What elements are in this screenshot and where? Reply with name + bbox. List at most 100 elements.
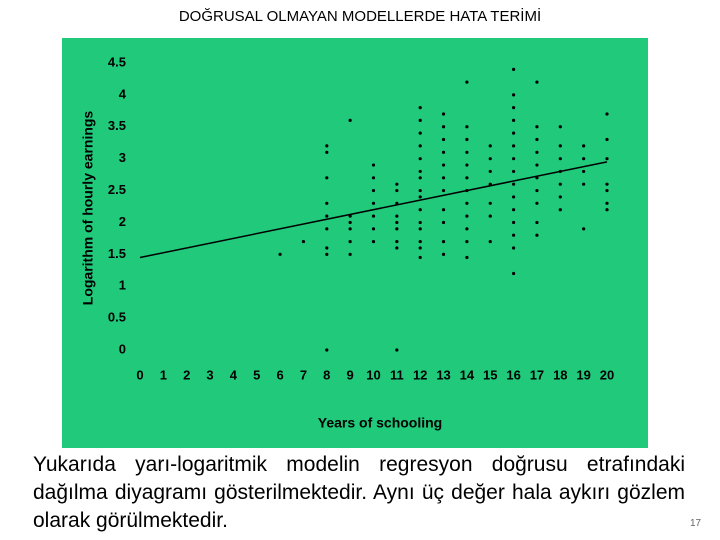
point: [418, 239, 422, 244]
point: [371, 239, 376, 244]
point: [348, 239, 352, 244]
point: [605, 201, 609, 205]
point: [441, 176, 446, 180]
point: [605, 188, 609, 193]
point: [395, 227, 399, 231]
point: [535, 80, 539, 84]
point: [582, 227, 586, 231]
point: [511, 131, 516, 135]
point: [395, 188, 399, 193]
point: [441, 137, 446, 142]
point: [325, 144, 329, 148]
point: [558, 208, 562, 212]
point: [395, 214, 399, 218]
point: [558, 157, 562, 161]
point: [465, 137, 469, 142]
y-tick-label: 0.5: [108, 310, 126, 325]
y-tick-label: 3.5: [108, 118, 126, 133]
y-tick-label: 4.5: [108, 54, 126, 69]
point: [418, 169, 422, 174]
point: [511, 233, 516, 237]
x-tick-label: 16: [506, 367, 520, 382]
point: [325, 214, 329, 218]
point: [535, 150, 539, 154]
point: [488, 239, 492, 244]
point: [325, 150, 329, 154]
point: [582, 157, 586, 161]
x-tick-label: 7: [300, 367, 307, 382]
point: [558, 169, 562, 174]
x-tick-label: 0: [136, 367, 143, 382]
x-tick-label: 17: [530, 367, 544, 382]
y-tick-label: 2: [119, 214, 126, 229]
point: [582, 144, 586, 148]
point: [371, 188, 376, 193]
point: [465, 80, 469, 84]
point: [441, 220, 446, 225]
point: [465, 176, 469, 180]
point: [465, 125, 469, 129]
page-number: 17: [690, 518, 702, 529]
point: [465, 188, 469, 193]
point: [418, 131, 422, 135]
point: [371, 227, 376, 231]
point: [582, 169, 586, 174]
point: [511, 208, 516, 212]
point: [535, 163, 539, 167]
point: [371, 201, 376, 205]
x-tick-label: 15: [483, 367, 497, 382]
point: [348, 118, 352, 122]
plot-background: [62, 38, 648, 448]
point: [582, 182, 586, 186]
point: [465, 163, 469, 167]
point: [465, 255, 469, 260]
point: [441, 252, 446, 256]
x-tick-label: 6: [276, 367, 283, 382]
point: [488, 169, 492, 174]
point: [418, 255, 422, 260]
y-tick-label: 1: [119, 278, 126, 293]
point: [418, 246, 422, 250]
y-tick-label: 4: [119, 86, 127, 101]
point: [371, 163, 376, 167]
point: [441, 163, 446, 167]
y-tick-label: 2.5: [108, 182, 126, 197]
x-axis-label: Years of schooling: [318, 415, 442, 431]
x-tick-label: 3: [206, 367, 213, 382]
point: [325, 176, 329, 180]
point: [465, 150, 469, 154]
point: [605, 208, 609, 212]
point: [441, 239, 446, 244]
point: [535, 137, 539, 142]
x-tick-label: 10: [366, 367, 380, 382]
point: [325, 227, 329, 231]
x-tick-label: 20: [600, 367, 614, 382]
point: [418, 144, 422, 148]
point: [371, 214, 376, 218]
point: [488, 144, 492, 148]
point: [558, 182, 562, 186]
x-tick-label: 13: [436, 367, 450, 382]
point: [511, 195, 516, 199]
point: [325, 201, 329, 205]
point: [418, 220, 422, 225]
point: [348, 214, 352, 218]
point: [465, 227, 469, 231]
x-tick-label: 9: [347, 367, 354, 382]
point: [605, 182, 609, 186]
x-tick-label: 2: [183, 367, 190, 382]
chart-title: DOĞRUSAL OLMAYAN MODELLERDE HATA TERİMİ: [179, 7, 541, 25]
point: [441, 150, 446, 154]
point: [465, 201, 469, 205]
y-tick-label: 3: [119, 150, 126, 165]
x-tick-label: 4: [230, 367, 238, 382]
point: [488, 214, 492, 218]
point: [465, 239, 469, 244]
x-tick-label: 18: [553, 367, 567, 382]
chart: DOĞRUSAL OLMAYAN MODELLERDE HATA TERİMİ …: [62, 7, 648, 448]
point: [511, 106, 516, 110]
x-tick-label: 8: [323, 367, 330, 382]
point: [441, 112, 446, 116]
point: [511, 220, 516, 225]
